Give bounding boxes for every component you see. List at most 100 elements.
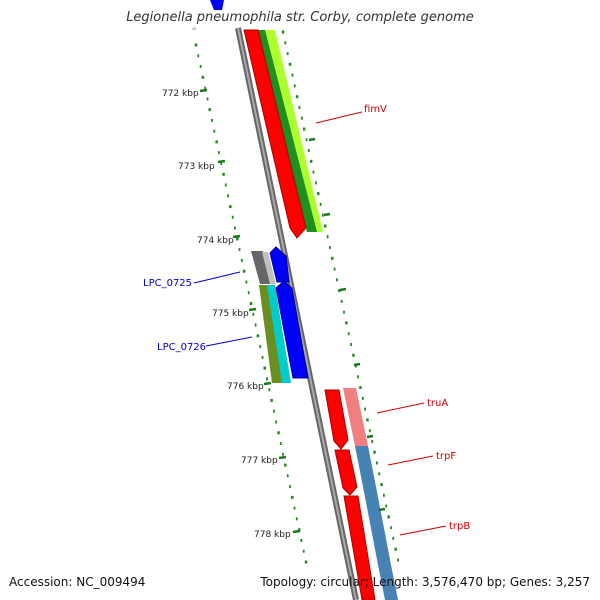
gc-left-dot [282,452,284,456]
gc-right-dot [368,429,371,433]
gc-left-dot [284,463,287,467]
gc-right-dot [352,353,355,357]
gc-right-dot [309,159,313,163]
gene-label-truA[interactable]: truA [427,398,448,409]
gc-left-dot [286,474,289,478]
gc-right-dot [340,299,343,303]
gc-left-dot [234,226,236,230]
truA-cds-arrow[interactable] [324,389,349,450]
gene-label-fimV[interactable]: fimV [364,104,387,115]
gene-label-trpB[interactable]: trpB [449,521,470,532]
gc-left-dot [273,409,275,413]
lpc-region [193,246,309,383]
gc-right-dot [347,332,350,336]
gc-right-dot [383,493,385,497]
gc-left-dot [229,205,232,209]
gc-right-dot [380,483,383,487]
scale-ticks [199,88,386,534]
gc-left-dot [304,560,308,564]
scale-tick-right-0 [308,137,316,142]
gc-left-dot [295,517,298,521]
gc-right-dot [281,30,285,34]
gc-track-left [194,43,308,564]
trpF-cds-arrow[interactable] [334,449,358,496]
gc-right-dot [295,95,299,99]
lpc0725-gray-block [251,251,272,284]
tick-label-774: 774 kbp [197,236,234,246]
gc-left-dot [270,398,273,402]
gc-left-dot [300,539,303,542]
trpB-blue-block [365,497,392,570]
gc-left-dot [256,334,260,338]
lpc0726-cds-arrow[interactable] [275,280,309,379]
tick-label-775: 775 kbp [212,309,249,319]
gc-left-dot [266,377,268,381]
gc-left-dot [206,97,209,101]
scale-tick-2 [232,234,241,239]
gene-label-lpc0726[interactable]: LPC_0726 [157,342,206,353]
gc-right-dot [329,246,331,249]
lpc0725-lightgray-block [262,252,276,284]
gc-right-dot [357,375,359,379]
scale-tick-right-4 [366,434,374,439]
trpB-cds-arrow[interactable] [343,495,376,600]
gc-left-dot [231,215,234,219]
top-marker [191,26,197,30]
fimV-leader [315,111,363,124]
gc-left-dot [289,485,291,489]
scale-tick-right-5 [378,507,386,512]
gc-left-dot [211,118,213,122]
gene-label-trpF[interactable]: trpF [436,451,456,462]
gc-left-dot [213,129,216,133]
gc-left-dot [224,183,227,187]
genome-summary-text: Topology: circular; Length: 3,576,470 bp… [260,575,590,589]
fimV-cds-arrow[interactable] [243,29,307,239]
gc-right-dot [343,310,345,314]
gc-right-dot [376,461,378,465]
lpc0726-cyan-block [267,285,291,383]
fimV-region [243,29,363,239]
tick-label-776: 776 kbp [227,382,264,392]
scale-tick-right-3 [353,362,361,367]
scale-tick-right-2 [339,287,347,292]
lpc0725-cds-arrow[interactable] [269,246,290,283]
gc-right-dot [293,84,296,88]
gc-right-dot [326,235,329,239]
gc-left-dot [240,258,243,262]
lpc0726-leader [205,336,253,347]
gc-right-dot [350,343,352,346]
next-blue-block [379,570,398,600]
gc-right-dot [307,149,310,152]
scale-tick-3 [248,307,257,312]
gc-left-dot [208,108,211,112]
gc-right-dot [317,192,320,196]
gc-left-dot [291,495,294,499]
scale-tick-0 [199,88,208,93]
gc-left-dot [199,65,202,68]
gc-right-dot [387,515,390,519]
gc-left-dot [254,323,257,327]
gc-left-dot [277,431,280,435]
gc-left-dot [252,312,255,316]
gc-right-dot [300,116,303,120]
gc-right-dot [291,73,294,77]
gc-right-dot [378,472,381,476]
scale-tick-6 [292,529,301,534]
gc-left-dot [268,388,271,392]
gc-right-dot [312,170,315,174]
truA-pink-block [343,388,368,446]
gc-right-dot [302,127,306,131]
tick-label-778: 778 kbp [254,530,291,540]
gc-right-dot [359,386,362,390]
tick-label-777: 777 kbp [241,456,278,466]
gc-left-dot [201,75,205,79]
gc-left-dot [302,549,305,553]
gc-right-dot [366,418,369,422]
tick-label-772: 772 kbp [162,89,199,99]
gc-right-dot [397,558,399,562]
gc-left-dot [197,54,200,58]
gc-left-dot [238,248,241,252]
gene-label-lpc0725[interactable]: LPC_0725 [143,278,192,289]
